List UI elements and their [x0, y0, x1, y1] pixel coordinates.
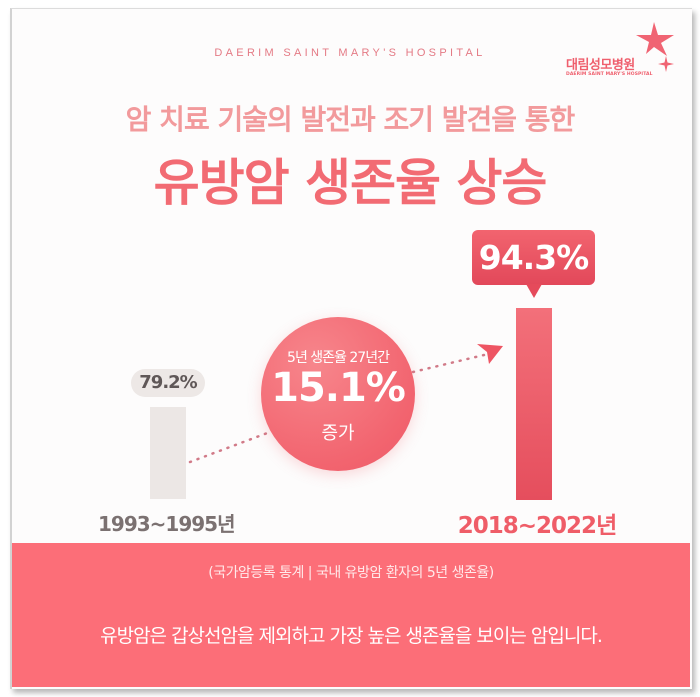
- bar-2018-2022: [516, 308, 552, 500]
- callout-top: 5년 생존율 27년간: [287, 350, 390, 366]
- subtitle: 암 치료 기술의 발전과 조기 발견을 통한: [125, 103, 576, 136]
- brand-english: DAERIM SAINT MARY'S HOSPITAL: [214, 47, 486, 59]
- logo-english: DAERIM SAINT MARY'S HOSPITAL: [566, 72, 653, 77]
- logo-korean: 대림성모병원: [566, 58, 635, 73]
- badge-tail: [526, 284, 542, 298]
- bar-1993-1995: [150, 407, 186, 499]
- old-period-label: 1993~1995년: [98, 512, 236, 536]
- arrow-head-icon: [477, 344, 503, 364]
- new-value-badge: 94.3%: [472, 230, 595, 285]
- sparkle-icon: [658, 56, 674, 72]
- footer-note: 유방암은 갑상선암을 제외하고 가장 높은 생존율을 보이는 암입니다.: [100, 625, 603, 647]
- footer-banner: (국가암등록 통계 | 국내 유방암 환자의 5년 생존율) 유방암은 갑상선암…: [12, 543, 690, 687]
- increase-callout: 5년 생존율 27년간 15.1% 증가: [261, 317, 415, 471]
- star-icon: [636, 22, 674, 56]
- hospital-logo: 대림성모병원 DAERIM SAINT MARY'S HOSPITAL: [566, 22, 676, 88]
- page-title: 유방암 생존율 상승: [153, 154, 548, 212]
- new-period-label: 2018~2022년: [457, 513, 617, 539]
- old-value-badge: 79.2%: [131, 369, 205, 397]
- source-note: (국가암등록 통계 | 국내 유방암 환자의 5년 생존율): [208, 565, 494, 581]
- callout-bottom: 증가: [321, 423, 355, 444]
- callout-value: 15.1%: [271, 365, 406, 411]
